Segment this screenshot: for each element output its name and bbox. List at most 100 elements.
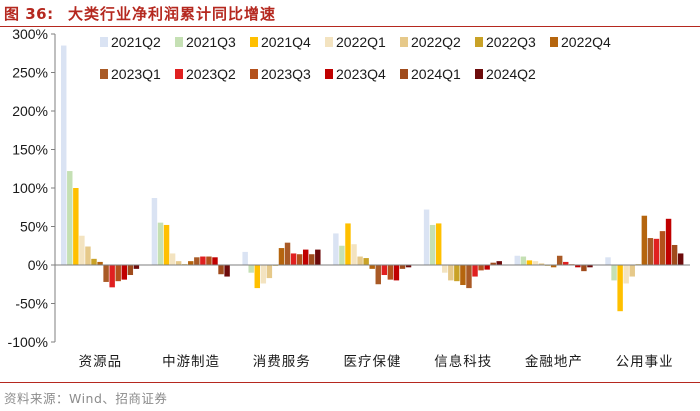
bar — [556, 255, 563, 265]
y-tick-label: 200% — [12, 103, 48, 119]
x-category-label: 公用事业 — [616, 354, 674, 370]
figure-header: 图 36: 大类行业净利润累计同比增速 — [0, 0, 700, 27]
bar — [472, 265, 478, 277]
legend-swatch — [400, 37, 408, 47]
bar — [423, 209, 430, 265]
bar — [629, 265, 635, 277]
legend-swatch — [250, 37, 258, 47]
bar — [133, 265, 140, 269]
bar — [103, 265, 109, 282]
bar — [381, 265, 388, 276]
bar — [435, 223, 442, 265]
bar — [260, 265, 267, 284]
legend-swatch — [175, 37, 183, 47]
bar — [466, 265, 472, 289]
y-tick-label: 50% — [20, 219, 48, 235]
y-tick-label: 0% — [28, 257, 48, 273]
bar — [605, 257, 611, 265]
legend-label: 2023Q3 — [261, 66, 311, 82]
y-tick-label: 100% — [12, 180, 48, 196]
bar — [73, 188, 79, 265]
bar — [61, 45, 67, 265]
bar — [563, 261, 569, 265]
bar — [526, 260, 533, 265]
bar — [194, 257, 200, 265]
bar — [345, 223, 351, 265]
legend-swatch — [400, 69, 408, 79]
bar — [448, 265, 454, 281]
legend-label: 2023Q4 — [336, 66, 386, 82]
bar — [647, 238, 654, 265]
bar — [623, 265, 629, 284]
bar — [611, 265, 617, 281]
bar — [248, 265, 254, 273]
bar — [677, 253, 684, 265]
bar — [266, 265, 273, 279]
figure-footer: 资料来源：Wind、招商证券 — [0, 382, 700, 411]
bar — [212, 257, 218, 265]
bar — [339, 245, 345, 265]
x-category-label: 金融地产 — [525, 354, 583, 370]
bar — [206, 256, 212, 265]
x-axis: 资源品 中游制造 消费服务 医疗保健 信息科技 金融地产 公用事业 — [79, 353, 674, 370]
bar — [127, 265, 134, 276]
bar — [405, 265, 412, 268]
bar — [393, 265, 400, 281]
bar — [333, 233, 339, 265]
legend-label: 2022Q4 — [561, 34, 611, 50]
legend-label: 2023Q1 — [111, 66, 161, 82]
bar — [671, 244, 678, 265]
bar — [188, 261, 194, 265]
bar — [490, 262, 496, 265]
y-tick-label: 250% — [12, 65, 48, 81]
bar — [514, 255, 521, 265]
x-category-label: 信息科技 — [434, 353, 492, 370]
y-tick-label: -100% — [8, 334, 48, 350]
bar — [224, 265, 230, 277]
y-axis: -100% -50% 0% 50% 100% 150% 200% 250% 300% — [8, 26, 56, 350]
bar — [278, 248, 285, 265]
y-tick-label: 150% — [12, 142, 48, 158]
bar — [387, 265, 394, 280]
bar — [532, 261, 539, 265]
bar — [653, 238, 660, 265]
bar — [121, 265, 127, 280]
bar — [315, 249, 321, 265]
legend-swatch — [100, 37, 108, 47]
bar — [496, 261, 502, 265]
bar — [641, 215, 648, 265]
bars — [61, 45, 684, 312]
legend-label: 2021Q4 — [261, 34, 311, 50]
legend-swatch — [175, 69, 183, 79]
legend-swatch — [325, 37, 333, 47]
legend-label: 2022Q1 — [336, 34, 386, 50]
x-category-label: 消费服务 — [253, 354, 311, 370]
bar — [67, 171, 73, 265]
bar — [284, 242, 291, 265]
legend-swatch — [475, 69, 483, 79]
bar — [351, 244, 357, 265]
bar — [157, 222, 164, 265]
bar — [484, 265, 490, 270]
legend-swatch — [250, 69, 258, 79]
bar-chart: -100% -50% 0% 50% 100% 150% 200% 250% 300% 资源品 中游… — [8, 26, 690, 370]
bar — [442, 265, 448, 273]
bar — [175, 261, 182, 265]
y-tick-label: -50% — [15, 296, 48, 312]
legend: 2021Q2 2021Q3 2021Q4 2022Q1 2022Q2 2022Q3 2022… — [100, 34, 611, 82]
bar — [659, 231, 666, 265]
bar — [520, 256, 527, 265]
bar — [369, 265, 375, 269]
x-category-label: 资源品 — [79, 354, 123, 370]
bar — [460, 265, 466, 286]
figure-number: 图 36: — [4, 5, 54, 23]
legend-label: 2023Q2 — [186, 66, 236, 82]
legend-swatch — [100, 69, 108, 79]
x-category-label: 医疗保健 — [344, 354, 402, 370]
bar — [151, 198, 158, 265]
bar — [163, 224, 170, 265]
bar — [290, 253, 297, 265]
bar — [581, 265, 587, 272]
legend-swatch — [325, 69, 333, 79]
